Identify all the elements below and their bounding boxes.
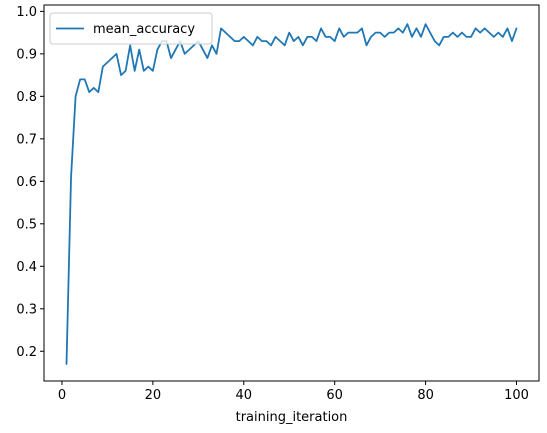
y-tick-label: 0.7 bbox=[16, 132, 37, 147]
y-tick-label: 1.0 bbox=[16, 5, 37, 20]
y-tick-label: 0.5 bbox=[16, 217, 37, 232]
legend-box bbox=[49, 12, 213, 45]
x-tick-label: 100 bbox=[504, 388, 529, 403]
series-line-mean-accuracy bbox=[65, 23, 518, 365]
x-axis-label: training_iteration bbox=[236, 410, 348, 425]
legend: mean_accuracy bbox=[49, 12, 213, 45]
x-tick-label: 40 bbox=[235, 388, 252, 403]
x-tick-label: 20 bbox=[145, 388, 162, 403]
plot-area bbox=[65, 23, 518, 365]
legend-label-mean-accuracy: mean_accuracy bbox=[93, 22, 195, 37]
y-tick-label: 0.8 bbox=[16, 90, 37, 105]
y-axis-ticks: 0.2 0.3 0.4 0.5 0.6 0.7 0.8 0.9 1.0 bbox=[16, 5, 44, 360]
y-tick-label: 0.6 bbox=[16, 175, 37, 190]
x-tick-label: 60 bbox=[326, 388, 343, 403]
x-tick-label: 80 bbox=[417, 388, 434, 403]
y-tick-label: 0.9 bbox=[16, 47, 37, 62]
y-tick-label: 0.3 bbox=[16, 302, 37, 317]
x-axis-ticks: 0 20 40 60 80 100 bbox=[58, 381, 529, 403]
axes-frame bbox=[43, 4, 540, 382]
y-tick-label: 0.4 bbox=[16, 260, 37, 275]
y-tick-label: 0.2 bbox=[16, 345, 37, 360]
x-tick-label: 0 bbox=[58, 388, 66, 403]
